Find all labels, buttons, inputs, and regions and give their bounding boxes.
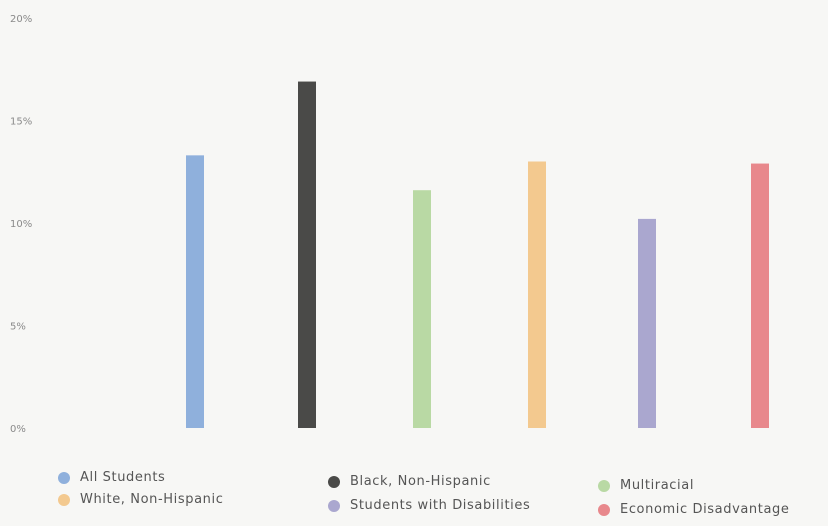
legend-item-white-non-hispanic[interactable]: White, Non-Hispanic: [58, 492, 223, 507]
y-tick-label: 15%: [10, 117, 32, 128]
legend-item-multiracial[interactable]: Multiracial: [598, 478, 694, 493]
bar-chart: 0% 5% 10% 15% 20%: [10, 14, 769, 435]
y-tick-label: 20%: [10, 14, 32, 25]
legend-swatch-white-non-hispanic: [58, 493, 70, 506]
bar-multiracial[interactable]: [413, 190, 431, 428]
y-tick-label: 0%: [10, 424, 26, 435]
legend-item-economic-disadvantage[interactable]: Economic Disadvantage: [598, 502, 790, 517]
legend-swatch-students-with-disabilities: [328, 499, 340, 512]
bar-all-students[interactable]: [186, 155, 204, 428]
bar-economic-disadvantage[interactable]: [751, 163, 769, 429]
legend-label-black-non-hispanic: Black, Non-Hispanic: [350, 474, 491, 489]
legend-swatch-all-students: [58, 471, 70, 484]
legend-label-economic-disadvantage: Economic Disadvantage: [620, 502, 790, 517]
chart-legend: All Students White, Non-Hispanic Black, …: [58, 466, 828, 524]
legend-item-students-with-disabilities[interactable]: Students with Disabilities: [328, 498, 530, 513]
legend-label-students-with-disabilities: Students with Disabilities: [350, 498, 531, 513]
legend-label-all-students: All Students: [80, 470, 166, 485]
legend-swatch-economic-disadvantage: [598, 503, 610, 516]
y-tick-label: 10%: [10, 219, 32, 230]
legend-label-white-non-hispanic: White, Non-Hispanic: [80, 492, 224, 507]
legend-item-black-non-hispanic[interactable]: Black, Non-Hispanic: [328, 474, 491, 489]
legend-label-multiracial: Multiracial: [620, 478, 695, 493]
bar-black-non-hispanic[interactable]: [298, 81, 316, 429]
legend-swatch-multiracial: [598, 479, 610, 492]
legend-item-all-students[interactable]: All Students: [58, 470, 165, 485]
y-tick-label: 5%: [10, 322, 26, 333]
legend-swatch-black-non-hispanic: [328, 475, 340, 488]
bar-students-with-disabilities[interactable]: [638, 218, 656, 428]
bar-white-non-hispanic[interactable]: [528, 161, 546, 429]
